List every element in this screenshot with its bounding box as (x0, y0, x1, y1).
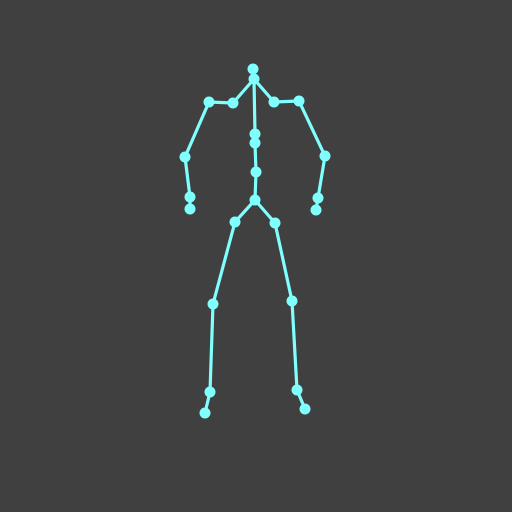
bone-right-elbow-to-right-wrist (316, 154, 327, 200)
bone-right-knee-to-right-ankle (290, 299, 299, 392)
joint-pelvis[interactable] (249, 194, 261, 206)
joint-right-hip[interactable] (269, 217, 281, 229)
joint-right-knee[interactable] (286, 295, 298, 307)
joint-left-foot[interactable] (199, 407, 211, 419)
bone-left-knee-to-left-ankle (208, 302, 215, 394)
joint-left-shoulder[interactable] (203, 96, 215, 108)
joint-left-ankle[interactable] (204, 386, 216, 398)
joint-right-ankle[interactable] (291, 384, 303, 396)
joint-neck[interactable] (248, 73, 260, 85)
bone-right-hip-to-right-knee (273, 221, 294, 303)
bone-neck-to-chest (252, 77, 257, 136)
bone-left-hip-to-left-knee (211, 220, 237, 306)
joint-right-shoulder[interactable] (293, 95, 305, 107)
joint-right-wrist[interactable] (312, 192, 324, 204)
joint-left-knee[interactable] (207, 298, 219, 310)
joint-spine[interactable] (250, 166, 262, 178)
joint-right-foot[interactable] (299, 403, 311, 415)
joint-right-elbow[interactable] (319, 150, 331, 162)
joint-right-clavicle[interactable] (268, 96, 280, 108)
bone-left-elbow-to-left-wrist (183, 155, 192, 199)
joint-head-top[interactable] (247, 63, 259, 75)
joint-left-clavicle[interactable] (227, 97, 239, 109)
joint-chest[interactable] (249, 128, 261, 140)
joint-chest-lower[interactable] (249, 137, 261, 149)
joint-left-hand[interactable] (184, 203, 196, 215)
joint-right-hand[interactable] (310, 204, 322, 216)
joint-left-hip[interactable] (229, 216, 241, 228)
joint-left-wrist[interactable] (184, 191, 196, 203)
bone-right-shoulder-to-right-elbow (297, 99, 327, 158)
bone-left-shoulder-to-left-elbow (183, 100, 211, 159)
joint-left-elbow[interactable] (179, 151, 191, 163)
